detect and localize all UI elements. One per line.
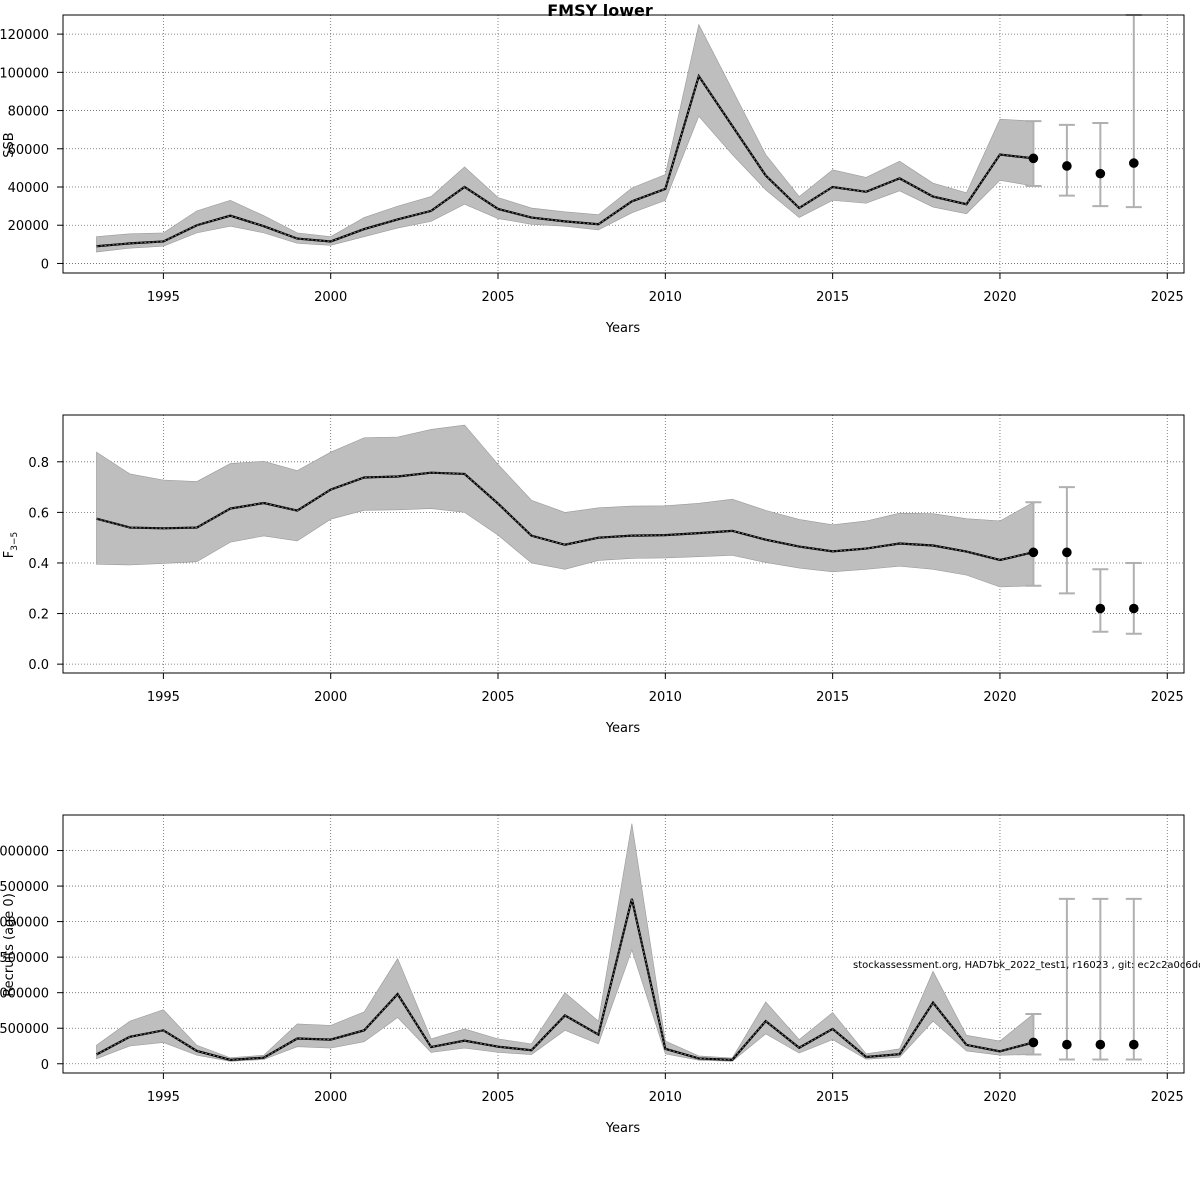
recruits-estimate-line [95, 898, 1034, 1061]
ssb-forecast [1025, 14, 1142, 209]
panel-f: 1995 2000 2005 2010 2015 2020 2025 0.0 0.2 0.4 0.6… [2, 414, 1185, 736]
panel-recruits: 1995 2000 2005 2010 2015 2020 2025 0 500000 10000… [0, 814, 1200, 1136]
ssb-x-tick-label: 2005 [481, 290, 514, 305]
f-y-axis-label-sub: 3−5 [10, 532, 20, 551]
ssb-y-tick-label: 60000 [8, 143, 49, 158]
recruits-forecast-point [1028, 1037, 1039, 1048]
ssb-series-line [96, 73, 1034, 248]
chart-title: FMSY lower [547, 1, 653, 20]
recruits-grid [63, 815, 1184, 1073]
recruits-forecast-point [1062, 1039, 1072, 1050]
ssb-x-tick-label: 2010 [649, 290, 682, 305]
recruits-forecast-point [1129, 1039, 1139, 1050]
recruits-plot-frame [62, 814, 1185, 1074]
recruits-y-tick-label: 2500000 [0, 880, 49, 895]
f-series-line [96, 471, 1034, 562]
f-estimate-line-dash [96, 472, 1034, 561]
f-x-tick-label: 2000 [314, 690, 347, 705]
ssb-y-axis-label: SSB [2, 132, 17, 157]
ssb-x-tick-label: 2015 [816, 290, 849, 305]
f-x-tick-label: 2010 [649, 690, 682, 705]
recruits-ci-band [96, 823, 1034, 1062]
ssb-x-tick-label: 1995 [147, 290, 180, 305]
ssb-forecast-point [1028, 153, 1039, 164]
f-y-tick-label: 0.2 [28, 608, 49, 623]
ssb-x-tick-label: 2025 [1151, 290, 1184, 305]
f-y-axis-label: F3−5 [2, 532, 20, 558]
f-x-tick-label: 1995 [147, 690, 180, 705]
ssb-x-tick-label: 2000 [314, 290, 347, 305]
panel-ssb: 1995 2000 2005 2010 2015 2020 2025 0 20000 40000 6… [0, 14, 1185, 336]
recruits-x-tick-label: 1995 [147, 1090, 180, 1105]
recruits-x-tick-label: 2020 [983, 1090, 1016, 1105]
ssb-x-axis-label: Years [605, 321, 641, 336]
f-x-tick-label: 2005 [481, 690, 514, 705]
f-forecast [1025, 486, 1142, 635]
ssb-estimate-line-dash [96, 74, 1034, 247]
recruits-y-tick-label: 1000000 [0, 987, 49, 1002]
ssb-axes: 1995 2000 2005 2010 2015 2020 2025 0 20000 40000 6… [0, 14, 1185, 305]
recruits-x-axis-label: Years [605, 1121, 641, 1136]
f-y-tick-label: 0.6 [28, 506, 49, 521]
f-x-tick-label: 2025 [1151, 690, 1184, 705]
f-y-axis-label-main: F [2, 551, 17, 558]
ssb-forecast-point [1062, 161, 1072, 171]
ssb-y-tick-label: 120000 [0, 28, 49, 43]
f-x-axis-label: Years [605, 721, 641, 736]
recruits-y-tick-label: 1500000 [0, 951, 49, 966]
f-forecast-point [1129, 603, 1139, 614]
ssb-forecast-point [1095, 168, 1106, 179]
ssb-y-tick-label: 20000 [8, 219, 49, 234]
recruits-x-tick-label: 2025 [1151, 1090, 1184, 1105]
recruits-series-line [95, 898, 1034, 1061]
f-y-tick-label: 0.8 [28, 456, 49, 471]
f-forecast-point [1028, 547, 1039, 558]
f-x-tick-label: 2015 [816, 690, 849, 705]
recruits-y-axis-label: Recruits (age 0) [2, 893, 17, 997]
f-plot-frame [62, 414, 1185, 674]
f-forecast-point [1062, 547, 1072, 558]
ssb-y-tick-label: 100000 [0, 66, 49, 81]
recruits-y-tick-label: 500000 [0, 1022, 49, 1037]
recruits-forecast [1025, 897, 1142, 1061]
ssb-y-tick-label: 0 [41, 257, 49, 272]
recruits-y-tick-label: 0 [41, 1058, 49, 1073]
ssb-forecast-point [1129, 158, 1139, 168]
recruits-y-tick-label: 3000000 [0, 845, 49, 860]
recruits-x-tick-label: 2000 [314, 1090, 347, 1105]
recruits-x-tick-label: 2005 [481, 1090, 514, 1105]
recruits-estimate-line-dash [96, 898, 1034, 1061]
ssb-x-tick-label: 2020 [983, 290, 1016, 305]
f-x-tick-label: 2020 [983, 690, 1016, 705]
f-forecast-point [1095, 603, 1106, 614]
recruits-confidence-band [96, 823, 1034, 1062]
ssb-y-tick-label: 40000 [8, 181, 49, 196]
recruits-axes: 1995 2000 2005 2010 2015 2020 2025 0 500000 10000… [0, 814, 1185, 1105]
recruits-y-tick-label: 2000000 [0, 916, 49, 931]
f-y-tick-label: 0.4 [28, 557, 49, 572]
ssb-plot-frame [62, 14, 1185, 274]
recruits-forecast-point [1095, 1039, 1106, 1050]
stockassessment-annotation: stockassessment.org, HAD7bk_2022_test1, … [853, 960, 1200, 971]
ssb-y-tick-label: 80000 [8, 105, 49, 120]
f-axes: 1995 2000 2005 2010 2015 2020 2025 0.0 0.2 0.4 0.6… [28, 414, 1185, 705]
f-y-tick-label: 0.0 [28, 658, 49, 673]
recruits-x-tick-label: 2010 [649, 1090, 682, 1105]
recruits-x-tick-label: 2015 [816, 1090, 849, 1105]
